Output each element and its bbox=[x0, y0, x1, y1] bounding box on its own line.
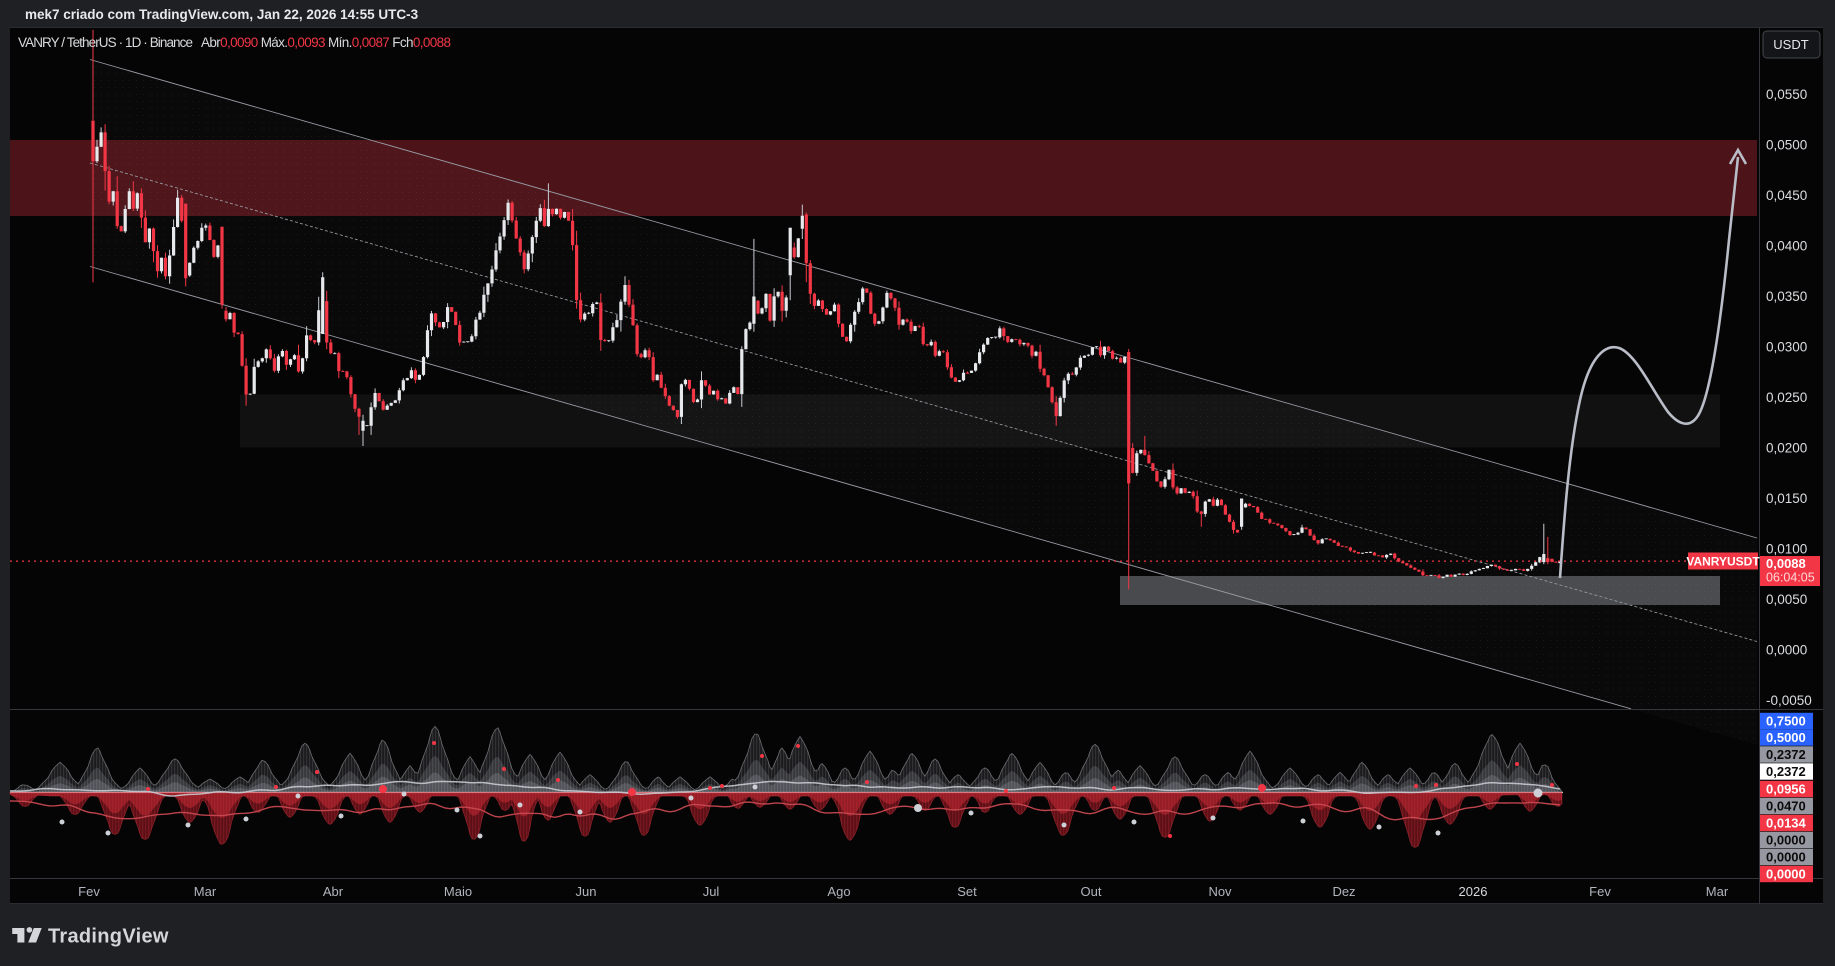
svg-text:Abr0,0090 Máx.0,0093 Mín.0,008: Abr0,0090 Máx.0,0093 Mín.0,0087 Fch0,008… bbox=[201, 35, 451, 50]
svg-text:0,0000: 0,0000 bbox=[1766, 850, 1806, 865]
svg-text:Jun: Jun bbox=[576, 884, 597, 899]
svg-text:0,0250: 0,0250 bbox=[1766, 390, 1807, 405]
svg-text:VANRYUSDT: VANRYUSDT bbox=[1686, 555, 1760, 569]
svg-text:0,0050: 0,0050 bbox=[1766, 592, 1807, 607]
svg-text:Nov: Nov bbox=[1208, 884, 1232, 899]
svg-text:TradingView: TradingView bbox=[48, 926, 169, 948]
svg-text:Mar: Mar bbox=[194, 884, 217, 899]
svg-text:0,0550: 0,0550 bbox=[1766, 87, 1807, 102]
svg-text:0,2372: 0,2372 bbox=[1766, 764, 1806, 779]
svg-text:2026: 2026 bbox=[1459, 884, 1488, 899]
svg-text:0,0470: 0,0470 bbox=[1766, 799, 1806, 814]
svg-text:Abr: Abr bbox=[323, 884, 344, 899]
svg-text:0,0000: 0,0000 bbox=[1766, 833, 1806, 848]
svg-text:Out: Out bbox=[1081, 884, 1102, 899]
svg-text:0,0000: 0,0000 bbox=[1766, 643, 1807, 658]
svg-text:0,0400: 0,0400 bbox=[1766, 239, 1807, 254]
svg-text:0,0088: 0,0088 bbox=[1766, 556, 1806, 571]
svg-text:VANRY / TetherUS · 1D · Binanc: VANRY / TetherUS · 1D · Binance bbox=[18, 35, 193, 50]
svg-text:Mar: Mar bbox=[1706, 884, 1729, 899]
svg-text:-0,0050: -0,0050 bbox=[1766, 693, 1812, 708]
svg-text:0,0500: 0,0500 bbox=[1766, 138, 1807, 153]
svg-text:0,0150: 0,0150 bbox=[1766, 491, 1807, 506]
svg-text:Jul: Jul bbox=[703, 884, 720, 899]
svg-text:0,0350: 0,0350 bbox=[1766, 289, 1807, 304]
svg-text:0,0450: 0,0450 bbox=[1766, 188, 1807, 203]
svg-text:0,0000: 0,0000 bbox=[1766, 867, 1806, 882]
svg-text:06:04:05: 06:04:05 bbox=[1766, 571, 1815, 585]
svg-text:0,0100: 0,0100 bbox=[1766, 542, 1807, 557]
svg-text:0,5000: 0,5000 bbox=[1766, 730, 1806, 745]
svg-text:Maio: Maio bbox=[444, 884, 472, 899]
svg-text:Ago: Ago bbox=[827, 884, 850, 899]
svg-text:Set: Set bbox=[957, 884, 977, 899]
svg-text:Fev: Fev bbox=[78, 884, 100, 899]
svg-text:0,2372: 0,2372 bbox=[1766, 747, 1806, 762]
svg-text:USDT: USDT bbox=[1773, 37, 1808, 52]
svg-text:0,0956: 0,0956 bbox=[1766, 782, 1806, 797]
svg-text:0,0300: 0,0300 bbox=[1766, 340, 1807, 355]
svg-text:Fev: Fev bbox=[1589, 884, 1611, 899]
svg-text:0,0134: 0,0134 bbox=[1766, 816, 1807, 831]
svg-text:0,7500: 0,7500 bbox=[1766, 714, 1806, 729]
svg-text:0,0200: 0,0200 bbox=[1766, 441, 1807, 456]
svg-text:Dez: Dez bbox=[1332, 884, 1355, 899]
